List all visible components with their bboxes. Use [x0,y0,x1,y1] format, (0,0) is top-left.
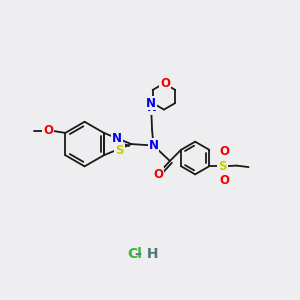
Text: Cl: Cl [128,247,142,261]
Text: S: S [116,143,124,157]
Text: N: N [112,132,122,145]
Text: O: O [44,124,53,137]
Text: N: N [148,139,159,152]
Text: O: O [153,168,163,181]
Text: O: O [220,174,230,187]
Text: N: N [146,101,157,114]
Text: – H: – H [135,247,159,261]
Text: O: O [220,146,230,158]
Text: N: N [146,97,156,110]
Text: S: S [218,160,226,173]
Text: O: O [160,77,170,90]
